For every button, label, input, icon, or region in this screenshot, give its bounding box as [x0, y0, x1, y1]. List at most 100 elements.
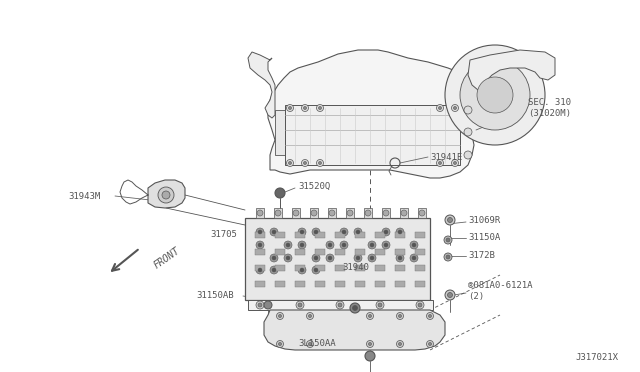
Circle shape	[383, 210, 389, 216]
Circle shape	[329, 210, 335, 216]
Bar	[375, 265, 385, 271]
Circle shape	[303, 161, 307, 164]
Circle shape	[256, 266, 264, 274]
Circle shape	[308, 314, 312, 317]
Circle shape	[296, 301, 304, 309]
Circle shape	[451, 105, 458, 112]
Bar	[275, 249, 285, 255]
Circle shape	[436, 160, 444, 167]
Circle shape	[436, 105, 444, 112]
Circle shape	[464, 128, 472, 136]
Polygon shape	[400, 208, 408, 218]
Polygon shape	[248, 52, 275, 118]
Circle shape	[272, 268, 276, 272]
Circle shape	[368, 254, 376, 262]
Circle shape	[298, 303, 302, 307]
Circle shape	[289, 106, 291, 109]
Circle shape	[347, 210, 353, 216]
Circle shape	[300, 268, 304, 272]
Circle shape	[445, 45, 545, 145]
Circle shape	[384, 230, 388, 234]
Text: 3172B: 3172B	[468, 250, 495, 260]
Circle shape	[317, 105, 323, 112]
Circle shape	[419, 210, 425, 216]
Circle shape	[314, 230, 318, 234]
Text: 31520Q: 31520Q	[298, 182, 330, 190]
Bar	[255, 249, 265, 255]
Polygon shape	[248, 300, 433, 310]
Bar	[355, 265, 365, 271]
Circle shape	[270, 254, 278, 262]
Bar	[375, 281, 385, 287]
Circle shape	[286, 243, 290, 247]
Circle shape	[328, 256, 332, 260]
Bar	[315, 265, 325, 271]
Bar	[395, 232, 405, 238]
Polygon shape	[328, 208, 336, 218]
Circle shape	[365, 351, 375, 361]
Text: 31069R: 31069R	[468, 215, 500, 224]
Circle shape	[308, 343, 312, 346]
Bar	[415, 281, 425, 287]
Circle shape	[429, 343, 431, 346]
Circle shape	[454, 106, 456, 109]
Text: ®081A0-6121A
(2): ®081A0-6121A (2)	[468, 281, 532, 301]
Text: 31150A: 31150A	[468, 232, 500, 241]
Circle shape	[367, 340, 374, 347]
Text: 31943M: 31943M	[68, 192, 100, 201]
Circle shape	[276, 312, 284, 320]
Bar	[315, 249, 325, 255]
Bar	[375, 232, 385, 238]
Text: 31941E: 31941E	[430, 153, 462, 161]
Circle shape	[287, 160, 294, 167]
Circle shape	[326, 241, 334, 249]
Circle shape	[258, 303, 262, 307]
Circle shape	[477, 77, 513, 113]
Circle shape	[264, 301, 272, 309]
Circle shape	[256, 241, 264, 249]
Circle shape	[272, 256, 276, 260]
Circle shape	[401, 210, 407, 216]
Circle shape	[410, 241, 418, 249]
Circle shape	[418, 303, 422, 307]
Bar	[355, 281, 365, 287]
Circle shape	[447, 292, 452, 298]
Polygon shape	[148, 180, 185, 208]
Bar	[295, 232, 305, 238]
Circle shape	[445, 290, 455, 300]
Circle shape	[356, 230, 360, 234]
Circle shape	[301, 160, 308, 167]
Circle shape	[396, 254, 404, 262]
Polygon shape	[264, 310, 445, 350]
Circle shape	[300, 230, 304, 234]
Text: FRONT: FRONT	[152, 246, 182, 270]
Bar	[375, 249, 385, 255]
Bar	[275, 265, 285, 271]
Bar	[335, 265, 345, 271]
Circle shape	[429, 314, 431, 317]
Circle shape	[293, 210, 299, 216]
Polygon shape	[382, 208, 390, 218]
Polygon shape	[468, 50, 555, 90]
Circle shape	[356, 256, 360, 260]
Circle shape	[384, 243, 388, 247]
Circle shape	[311, 210, 317, 216]
Polygon shape	[245, 218, 430, 300]
Bar	[295, 281, 305, 287]
Bar	[335, 281, 345, 287]
Bar	[255, 232, 265, 238]
Circle shape	[438, 161, 442, 164]
Circle shape	[396, 228, 404, 236]
Circle shape	[319, 106, 321, 109]
Bar	[415, 249, 425, 255]
Circle shape	[398, 256, 402, 260]
Circle shape	[312, 254, 320, 262]
Circle shape	[342, 230, 346, 234]
Circle shape	[350, 303, 360, 313]
Circle shape	[445, 215, 455, 225]
Circle shape	[314, 256, 318, 260]
Bar	[315, 232, 325, 238]
Circle shape	[354, 228, 362, 236]
Circle shape	[276, 340, 284, 347]
Circle shape	[464, 151, 472, 159]
